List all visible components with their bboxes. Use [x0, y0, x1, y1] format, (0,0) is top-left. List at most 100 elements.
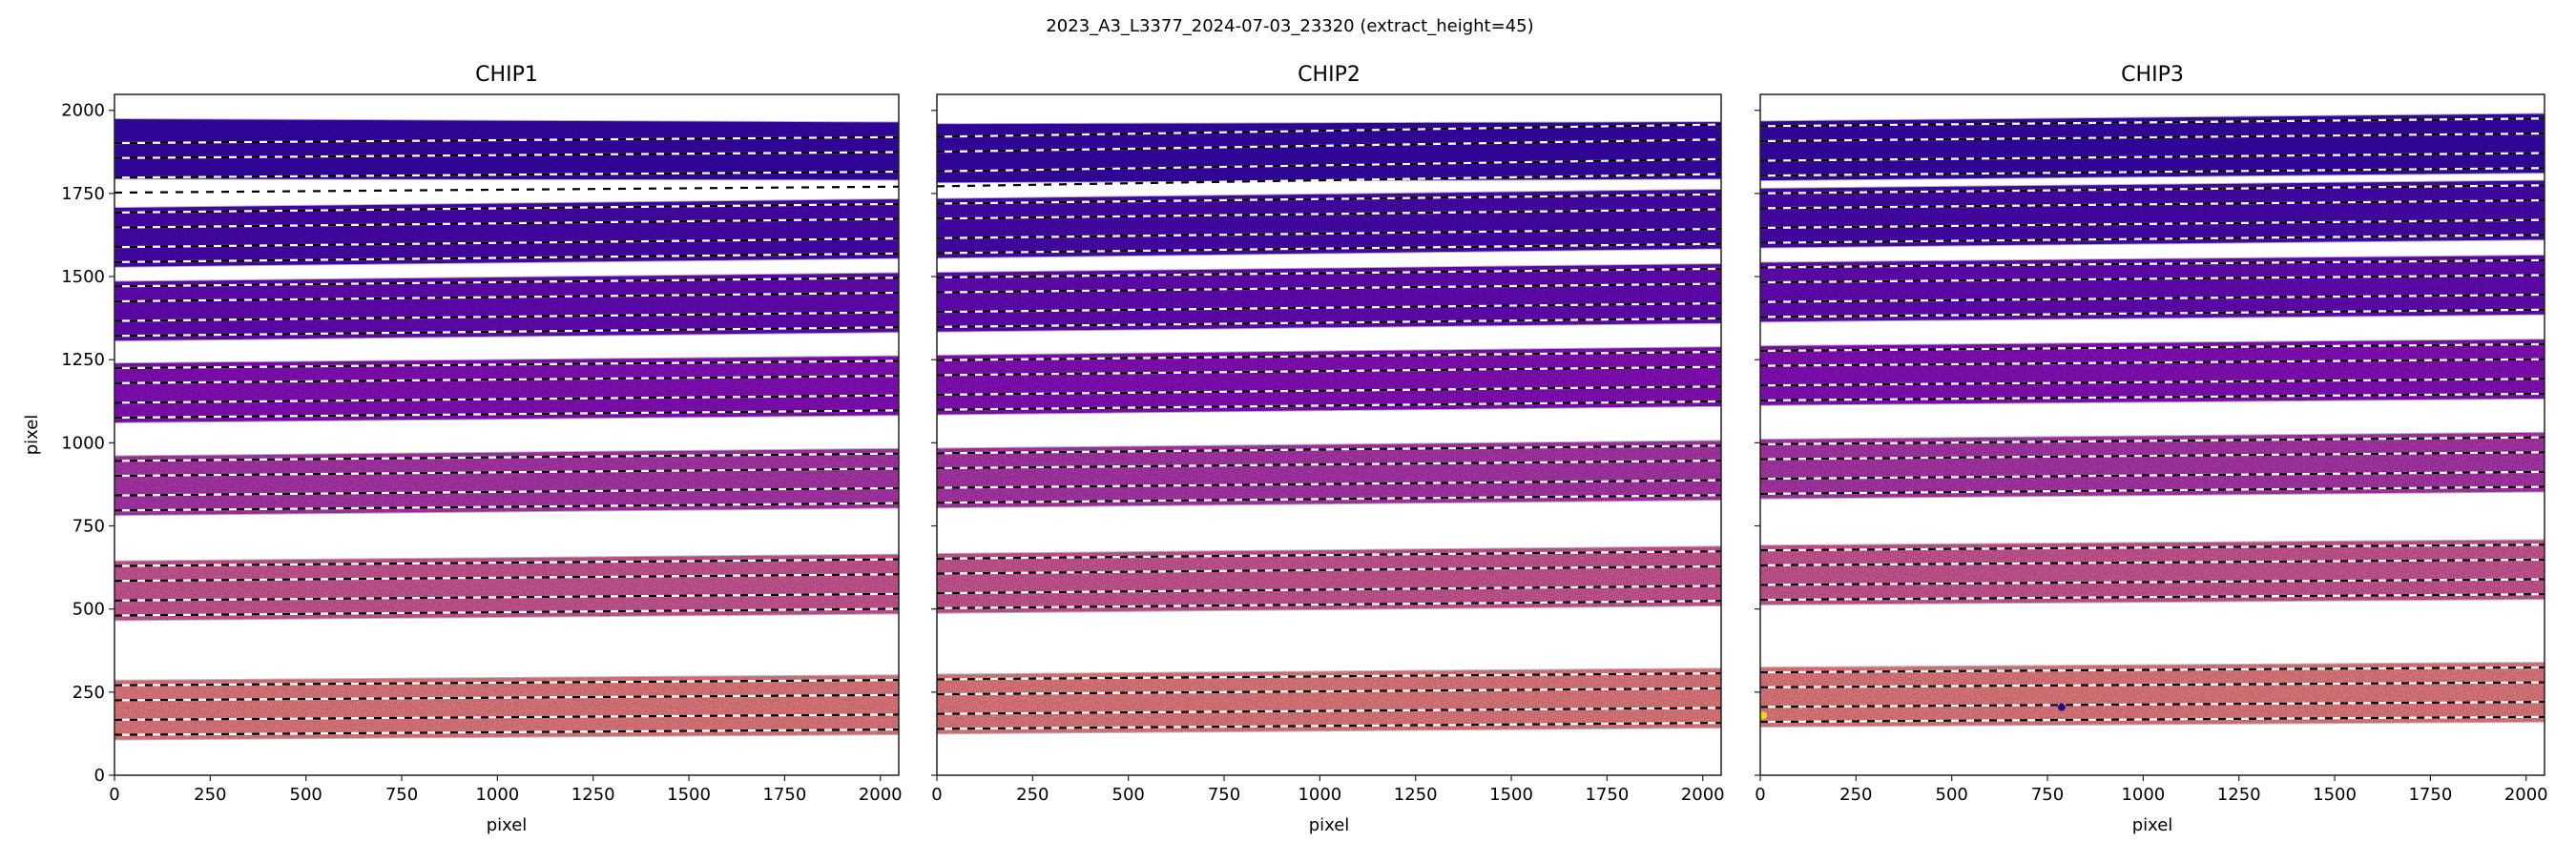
trace-line-bg: [937, 302, 1721, 314]
trace-line-bg: [114, 467, 899, 478]
trace-line-bg: [114, 217, 899, 229]
y-tick-label: 1750: [61, 184, 105, 204]
trace-line-bg: [114, 135, 899, 145]
x-tick-label: 250: [1839, 785, 1872, 805]
order-noise: [1760, 662, 2545, 728]
y-tick-label: 1500: [61, 267, 105, 287]
trace-line-bg: [937, 721, 1721, 730]
order-noise: [1760, 539, 2545, 605]
order-noise: [114, 674, 899, 741]
trace-line-bg: [1760, 198, 2545, 210]
x-tick-label: 2000: [1681, 785, 1725, 805]
trace-line-bg: [1760, 274, 2545, 284]
trace-line-bg: [1760, 378, 2545, 387]
trace-line-bg: [1760, 152, 2545, 162]
order-noise: [114, 118, 899, 180]
trace-line-bg: [114, 394, 899, 404]
x-tick-label: 1250: [571, 785, 615, 805]
x-axis-label: pixel: [2132, 815, 2173, 835]
order-noise: [937, 121, 1721, 183]
axes-frame: [936, 93, 1722, 776]
trace-line-bg: [937, 707, 1721, 715]
trace-line-bg: [1760, 342, 2545, 353]
trace-line-bg: [1760, 715, 2545, 724]
trace-line-bg: [114, 502, 899, 512]
x-tick-label: 1750: [2408, 785, 2452, 805]
trace-line-bg: [1760, 358, 2545, 367]
trace-line-bg: [114, 326, 899, 338]
y-tick-label: 0: [94, 766, 105, 786]
trace-line-bg: [114, 728, 899, 736]
trace-line-bg: [937, 459, 1721, 470]
trace-line-bg: [1760, 578, 2545, 586]
x-tick-label: 500: [290, 785, 322, 805]
trace-line-bg: [114, 237, 899, 249]
trace-line-bg: [1760, 681, 2545, 688]
order-noise: [114, 448, 899, 516]
x-tick-label: 500: [1112, 785, 1145, 805]
axes-frame: [1759, 93, 2545, 776]
trace-line-bg: [1760, 167, 2545, 177]
trace-line-bg: [1760, 701, 2545, 708]
trace-line-bg: [114, 170, 899, 179]
trace-line-bg: [937, 208, 1721, 220]
trace-line-bg: [937, 494, 1721, 504]
trace-line-bg: [114, 592, 899, 602]
trace-line-bg: [1760, 451, 2545, 461]
trace-line-bg: [114, 713, 899, 722]
trace-line-bg: [937, 365, 1721, 377]
trace-line-bg: [937, 282, 1721, 294]
trace-line-bg: [937, 400, 1721, 411]
trace-line-bg: [937, 138, 1721, 154]
y-axis-label: pixel: [22, 415, 42, 456]
trace-line-bg: [937, 444, 1721, 455]
trace-line-bg: [114, 558, 899, 567]
panel-chip2: CHIP2 0 250 500 750 1000 1250 1500 1750 2000 pixel: [931, 63, 1725, 835]
trace-line-bg: [114, 452, 899, 462]
plot-area: [1760, 113, 2545, 728]
trace-line-bg: [1760, 218, 2545, 230]
trace-line-bg: [1760, 666, 2545, 674]
trace-line-bg: [1760, 392, 2545, 402]
x-tick-label: 500: [1936, 785, 1968, 805]
x-tick-label: 0: [1755, 785, 1765, 805]
x-tick-label: 1000: [1298, 785, 1341, 805]
trace-line-bg: [937, 600, 1721, 609]
feature-spot: [1760, 711, 1768, 720]
trace-line-bg: [114, 607, 899, 617]
panel-title: CHIP3: [2121, 63, 2184, 87]
panel-title: CHIP2: [1298, 63, 1361, 87]
trace-line-bg: [114, 202, 899, 215]
order-noise: [114, 356, 899, 423]
trace-line-bg: [114, 486, 899, 497]
x-tick-label: 1250: [1394, 785, 1438, 805]
trace-line-bg: [937, 157, 1721, 173]
trace-line-bg: [114, 277, 899, 288]
trace-line-bg: [114, 252, 899, 263]
trace-line-bg: [114, 409, 899, 420]
x-tick-label: 1000: [475, 785, 519, 805]
trace-line-bg: [937, 193, 1721, 205]
trace-line-bg: [1760, 132, 2545, 143]
x-tick-label: 0: [931, 785, 942, 805]
trace-line-bg: [937, 317, 1721, 328]
axes-frame: [114, 93, 900, 776]
x-tick-label: 250: [1016, 785, 1049, 805]
x-tick-label: 750: [385, 785, 418, 805]
trace-line-bg: [937, 350, 1721, 361]
order-noise: [114, 554, 899, 621]
trace-line-bg: [937, 479, 1721, 489]
y-tick-label: 250: [73, 683, 105, 703]
y-tick-label: 500: [73, 600, 105, 620]
x-tick-label: 1500: [1489, 785, 1533, 805]
trace-line-bg: [937, 242, 1721, 255]
x-tick-label: 0: [109, 785, 119, 805]
trace-line-bg: [1760, 485, 2545, 495]
panel-chip1: CHIP1 0 250 500 750 1000 1250 1500 1750 2000 0 250 5…: [61, 63, 902, 835]
x-tick-label: 1750: [1585, 785, 1629, 805]
order-noise: [937, 189, 1721, 258]
y-tick-label: 750: [73, 517, 105, 537]
x-tick-label: 1250: [2217, 785, 2261, 805]
panel-title: CHIP1: [475, 63, 538, 87]
x-tick-label: 750: [1208, 785, 1240, 805]
